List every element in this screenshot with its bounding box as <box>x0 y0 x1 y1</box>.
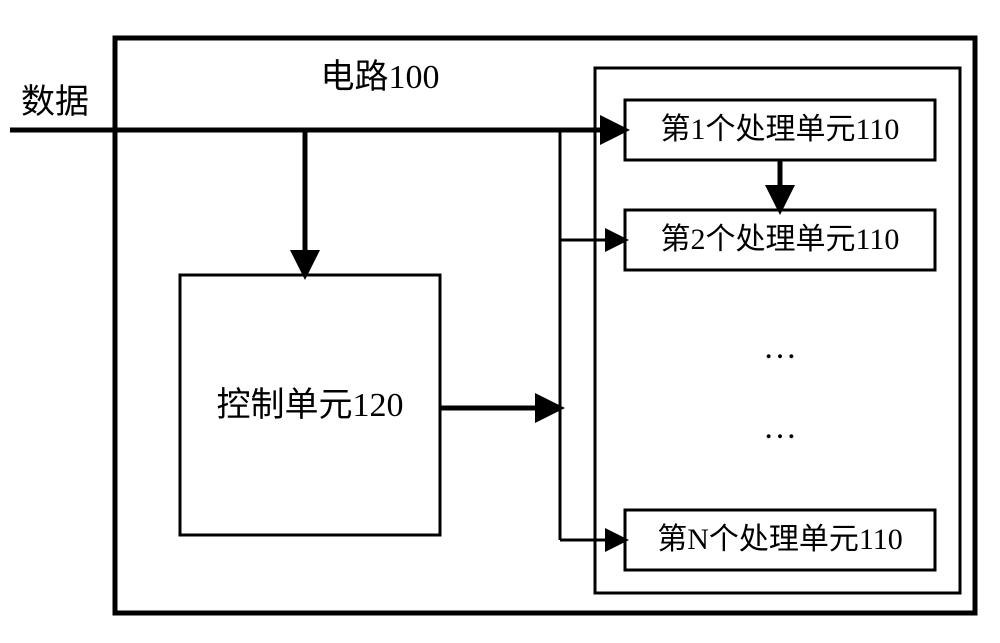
processing-unit-n-label: 第N个处理单元110 <box>657 523 903 556</box>
processing-unit-2-label: 第2个处理单元110 <box>661 223 900 256</box>
control-unit-label: 控制单元120 <box>217 386 404 424</box>
data-input-label: 数据 <box>21 83 89 121</box>
circuit-title: 电路100 <box>321 58 440 96</box>
processing-unit-1-label: 第1个处理单元110 <box>661 113 900 146</box>
ellipsis-2: … <box>763 409 797 446</box>
ellipsis-1: … <box>763 329 797 366</box>
